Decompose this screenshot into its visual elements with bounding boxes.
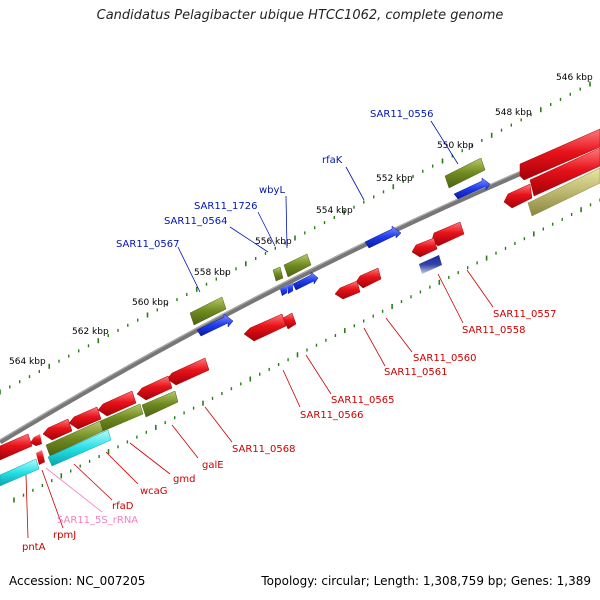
cds-arrow[interactable] <box>166 357 210 386</box>
gene-bar[interactable] <box>141 390 179 418</box>
gene-label[interactable]: SAR11_0556 <box>370 109 434 120</box>
cds-arrow[interactable] <box>0 433 33 461</box>
gene-bar[interactable] <box>283 253 312 278</box>
cds-arrow-small[interactable] <box>36 450 45 465</box>
ruler-labels: 546 kbp 548 kbp 550 kbp 552 kbp 554 kbp … <box>9 73 593 367</box>
gene-label[interactable]: SAR11_0564 <box>164 216 228 227</box>
cds-arrow[interactable] <box>529 147 600 197</box>
gene-label[interactable]: pntA <box>22 542 46 553</box>
gene-label[interactable]: SAR11_0568 <box>232 444 296 455</box>
navy-bar[interactable] <box>419 255 442 274</box>
gene-label[interactable]: SAR11_0567 <box>116 239 180 250</box>
leader-lines <box>25 120 494 539</box>
gene-label[interactable]: SAR11_0566 <box>300 410 364 421</box>
trna-arrow-small[interactable] <box>280 285 287 296</box>
minus-genes <box>0 128 600 465</box>
cds-arrow-small[interactable] <box>30 434 42 446</box>
gene-label[interactable]: SAR11_0557 <box>493 309 557 320</box>
cds-arrow[interactable] <box>503 183 533 209</box>
gene-bar[interactable] <box>45 420 104 457</box>
gene-label[interactable]: SAR11_0561 <box>384 367 448 378</box>
ruler-label-548: 548 kbp <box>495 108 532 118</box>
gene-label[interactable]: SAR11_1726 <box>194 201 258 212</box>
cds-arrow[interactable] <box>68 406 102 430</box>
gene-label[interactable]: SAR11_0565 <box>331 395 395 406</box>
cds-arrow[interactable] <box>431 221 465 247</box>
cds-arrow[interactable] <box>282 312 297 330</box>
gene-bar[interactable] <box>189 296 227 326</box>
ruler-label-546: 546 kbp <box>556 73 593 83</box>
accession-text: Accession: NC_007205 <box>9 574 146 588</box>
plus-genes <box>0 157 491 487</box>
trna-arrow[interactable] <box>292 271 319 291</box>
ruler-label-560: 560 kbp <box>132 298 169 308</box>
gene-bar-small[interactable] <box>272 266 284 282</box>
trna-arrow-small[interactable] <box>287 283 293 294</box>
cds-arrow[interactable] <box>355 267 382 289</box>
ruler-label-554: 554 kbp <box>316 206 353 216</box>
trna-arrow[interactable] <box>364 225 402 249</box>
gene-label[interactable]: SAR11_0558 <box>462 325 526 336</box>
gene-label[interactable]: rfaK <box>322 155 343 166</box>
cds-arrow[interactable] <box>243 313 287 342</box>
rrna-bar[interactable] <box>47 429 112 467</box>
ruler-label-564: 564 kbp <box>9 357 46 367</box>
cds-arrow[interactable] <box>334 280 361 300</box>
cds-arrow[interactable] <box>97 390 137 417</box>
gene-label[interactable]: SAR11_0560 <box>413 353 477 364</box>
gene-label[interactable]: SAR11_5S_rRNA <box>57 515 138 526</box>
gene-label[interactable]: wbyL <box>259 185 285 196</box>
cds-arrow[interactable] <box>519 128 600 181</box>
ruler-label-558: 558 kbp <box>194 268 231 278</box>
gene-bar[interactable] <box>444 157 486 189</box>
trna-arrow[interactable] <box>196 313 234 337</box>
ruler-label-562: 562 kbp <box>72 327 109 337</box>
khaki-bar[interactable] <box>527 167 600 217</box>
ruler-ticks <box>0 81 600 503</box>
ruler-label-556: 556 kbp <box>255 237 292 247</box>
genome-backbone-highlight <box>0 137 600 441</box>
gene-label[interactable]: gmd <box>173 474 195 485</box>
gene-label[interactable]: wcaG <box>140 486 168 497</box>
minus-gene-labels: SAR11_0557 SAR11_0558 SAR11_0560 SAR11_0… <box>22 309 557 553</box>
map-title: Candidatus Pelagibacter ubique HTCC1062,… <box>96 8 504 23</box>
genome-backbone <box>0 137 600 445</box>
cds-arrow[interactable] <box>42 418 73 441</box>
plus-gene-labels: SAR11_0556 rfaK wbyL SAR11_1726 SAR11_05… <box>116 109 434 250</box>
cds-arrow[interactable] <box>136 375 173 401</box>
genome-summary-text: Topology: circular; Length: 1,308,759 bp… <box>261 574 591 588</box>
gene-label[interactable]: rfaD <box>112 501 134 512</box>
trna-arrow[interactable] <box>453 177 491 200</box>
gene-label[interactable]: rpmJ <box>53 530 76 541</box>
ruler-label-552: 552 kbp <box>376 174 413 184</box>
cds-arrow[interactable] <box>411 237 438 258</box>
rrna-bar[interactable] <box>0 458 40 487</box>
gene-label[interactable]: galE <box>202 460 224 471</box>
ruler-label-550: 550 kbp <box>437 141 474 151</box>
